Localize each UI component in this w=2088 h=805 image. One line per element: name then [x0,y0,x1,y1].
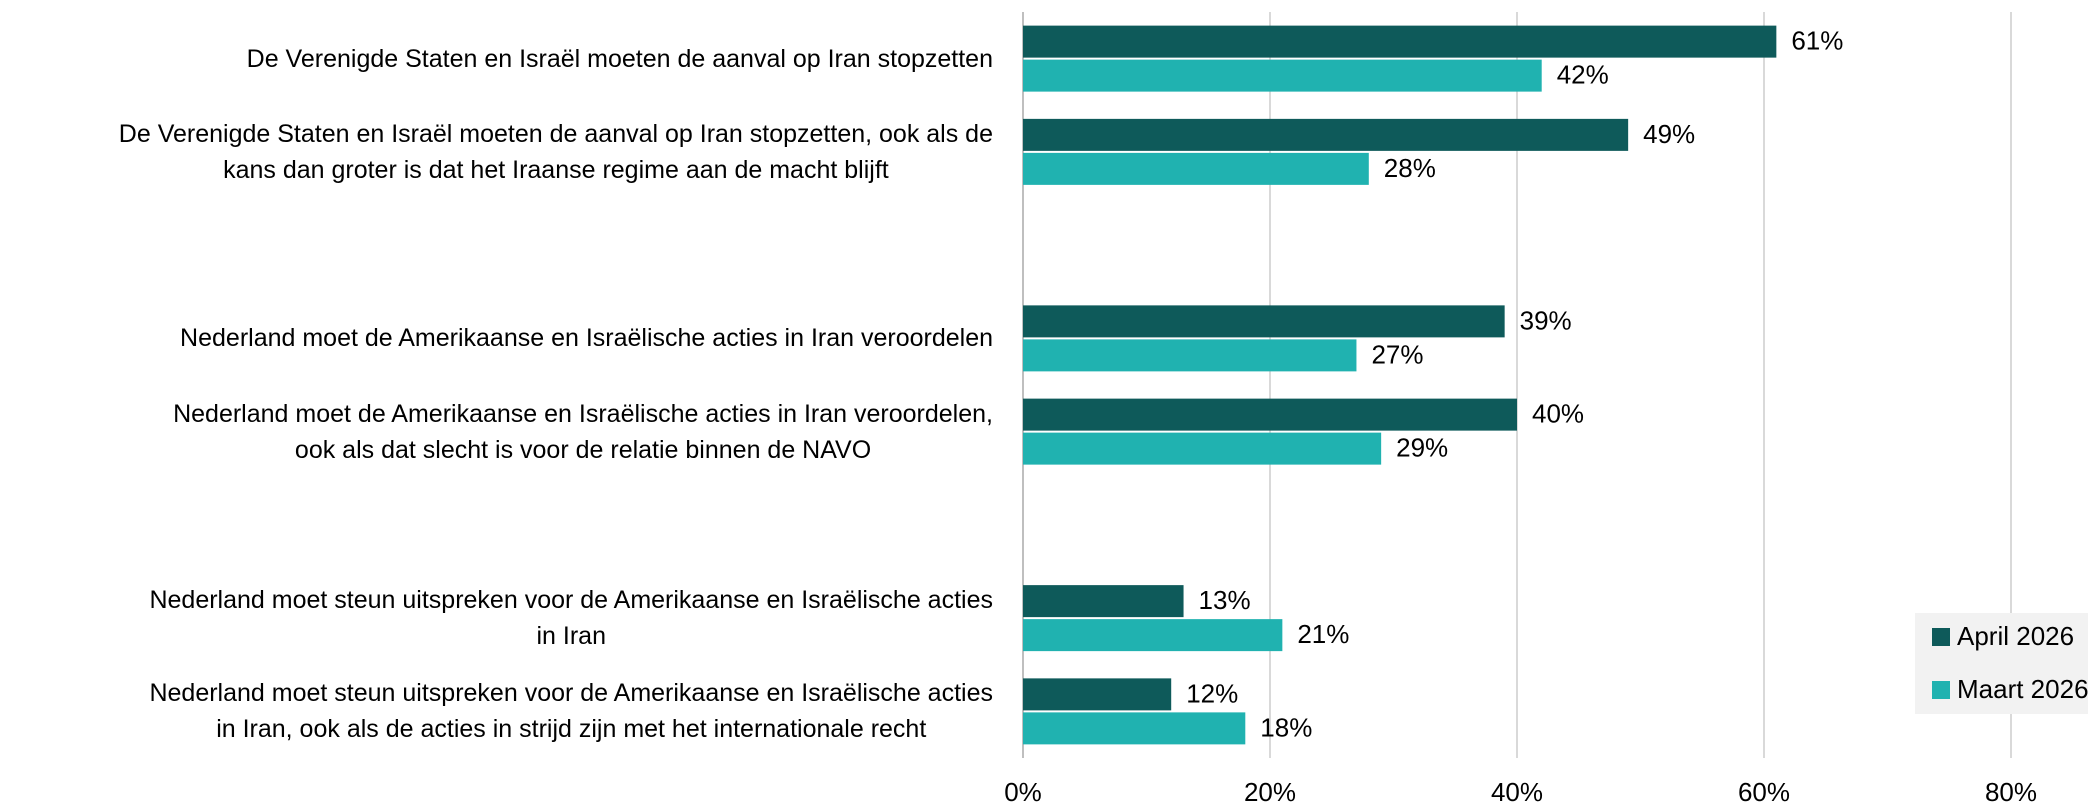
category-label: De Verenigde Staten en Israël moeten de … [246,44,993,73]
category-label: Nederland moet de Amerikaanse en Israëli… [180,324,993,353]
legend-swatch [1932,628,1950,646]
data-label: 28% [1384,153,1436,183]
bar [1023,585,1184,618]
x-tick-label: 40% [1491,777,1543,805]
bar [1023,432,1382,465]
data-label: 49% [1643,119,1695,149]
data-label: 40% [1532,399,1584,429]
bar [1023,25,1777,58]
bar [1023,398,1517,431]
data-label: 27% [1371,339,1423,369]
bar [1023,152,1369,185]
category-label: Nederland moet de Amerikaanse en Israëli… [173,399,993,464]
data-label: 18% [1260,712,1312,742]
x-tick-label: 80% [1985,777,2037,805]
category-label: Nederland moet steun uitspreken voor de … [149,679,993,744]
category-label: De Verenigde Staten en Israël moeten de … [118,119,993,184]
data-label: 61% [1791,26,1843,56]
category-label: Nederland moet steun uitspreken voor de … [149,586,993,651]
x-tick-label: 0% [1004,777,1042,805]
bar [1023,305,1505,338]
legend-label: April 2026 [1957,621,2074,651]
data-label: 39% [1520,305,1572,335]
bar [1023,118,1629,151]
bar [1023,339,1357,372]
bar [1023,712,1246,745]
legend-swatch [1932,681,1950,699]
data-label: 42% [1557,60,1609,90]
data-label: 21% [1297,619,1349,649]
bar [1023,59,1542,92]
x-tick-label: 60% [1738,777,1790,805]
bar [1023,619,1283,652]
legend-label: Maart 2026 [1957,674,2088,704]
x-tick-label: 20% [1244,777,1296,805]
bar [1023,678,1172,711]
data-label: 29% [1396,433,1448,463]
data-label: 12% [1186,678,1238,708]
data-label: 13% [1199,585,1251,615]
